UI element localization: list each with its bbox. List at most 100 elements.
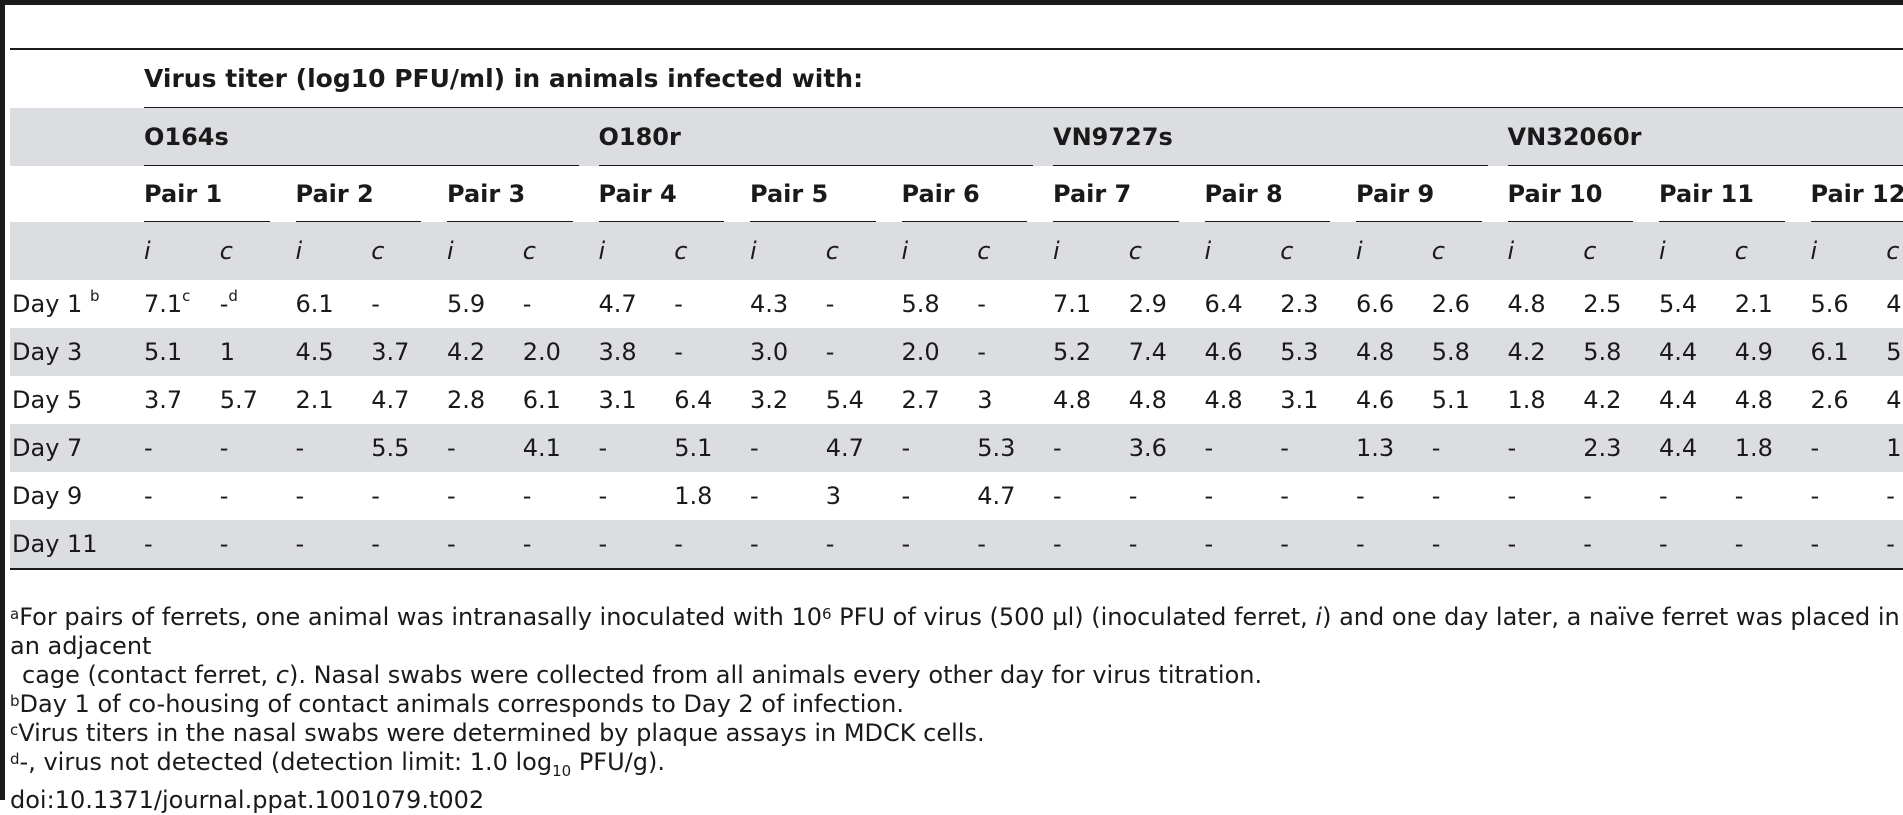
table-cell: - (1811, 424, 1887, 472)
table-cell: 2.5 (1583, 280, 1659, 328)
table-cell: 1.8 (674, 472, 750, 520)
table-cell: 3.7 (144, 376, 220, 424)
contact-header: c (1886, 222, 1903, 280)
table-cell: 5.1 (144, 328, 220, 376)
contact-header: c (1280, 222, 1356, 280)
pair-header: Pair 5 (750, 166, 902, 222)
row-label: Day 3 (10, 328, 144, 376)
table-cell: - (523, 280, 599, 328)
table-cell: 5.2 (1053, 328, 1129, 376)
strain-header: O164s (144, 108, 599, 167)
table-cell: 4.2 (1583, 376, 1659, 424)
footnote-d: d-, virus not detected (detection limit:… (10, 748, 1903, 786)
table-cell: - (1280, 424, 1356, 472)
table-cell: - (1129, 520, 1205, 569)
table-cell: - (1356, 520, 1432, 569)
table-row: Day 9-------1.8-3-4.7------------ (10, 472, 1903, 520)
row-label: Day 7 (10, 424, 144, 472)
table-cell: - (1735, 520, 1811, 569)
inoculated-header: i (1811, 222, 1887, 280)
row-label: Day 1 b (10, 280, 144, 328)
table-cell: - (1432, 520, 1508, 569)
table-cell: - (826, 280, 902, 328)
row-label: Day 5 (10, 376, 144, 424)
table-cell: - (523, 520, 599, 569)
table-cell: -d (220, 280, 296, 328)
table-cell: - (1205, 472, 1281, 520)
table-cell: - (144, 520, 220, 569)
pair-header: Pair 7 (1053, 166, 1205, 222)
inoculated-header: i (750, 222, 826, 280)
table-cell: 4.1 (1886, 376, 1903, 424)
footnote-b: bDay 1 of co-housing of contact animals … (10, 690, 1903, 719)
table-cell: 1.8 (1735, 424, 1811, 472)
pair-header: Pair 1 (144, 166, 296, 222)
table-cell: 4.2 (1508, 328, 1584, 376)
table-cell: - (371, 520, 447, 569)
table-cell: 2.3 (1280, 280, 1356, 328)
table-cell: 3.1 (599, 376, 675, 424)
table-cell: 6.1 (296, 280, 372, 328)
table-caption: Virus titer (log10 PFU/ml) in animals in… (144, 50, 1903, 108)
table-cell: - (750, 520, 826, 569)
table-cell: 4.4 (1659, 328, 1735, 376)
table-cell: - (674, 280, 750, 328)
table-cell: 2.7 (902, 376, 978, 424)
table-cell: 5.1 (1432, 376, 1508, 424)
table-cell: 2.6 (1811, 376, 1887, 424)
doi-link[interactable]: doi:10.1371/journal.ppat.1001079.t002 (10, 786, 1903, 815)
table-cell: 4.6 (1205, 328, 1281, 376)
table-cell: - (1280, 520, 1356, 569)
table-cell: - (1659, 472, 1735, 520)
table-cell: 6.1 (1811, 328, 1887, 376)
table-cell: 6.4 (674, 376, 750, 424)
table-cell: 4.8 (1053, 376, 1129, 424)
pair-header: Pair 8 (1205, 166, 1357, 222)
table-cell: - (902, 520, 978, 569)
table-cell: 7.1 (1053, 280, 1129, 328)
table-cell: - (447, 424, 523, 472)
left-border (0, 0, 5, 800)
table-cell: 3.8 (599, 328, 675, 376)
table-footnotes: aFor pairs of ferrets, one animal was in… (10, 603, 1903, 815)
table-cell: - (1735, 472, 1811, 520)
table-cell: 2.6 (1432, 280, 1508, 328)
table-cell: - (1205, 520, 1281, 569)
table-cell: - (144, 424, 220, 472)
table-cell: 5.3 (1280, 328, 1356, 376)
table-cell: 4.8 (1129, 376, 1205, 424)
table-cell: - (977, 328, 1053, 376)
table-cell: 6.6 (1356, 280, 1432, 328)
strain-header: VN9727s (1053, 108, 1508, 167)
table-row: Day 7---5.5-4.1-5.1-4.7-5.3-3.6--1.3--2.… (10, 424, 1903, 472)
inoculated-header: i (447, 222, 523, 280)
titer-table: Virus titer (log10 PFU/ml) in animals in… (10, 50, 1903, 570)
table-cell: - (447, 472, 523, 520)
table-cell: - (220, 472, 296, 520)
table-cell: - (523, 472, 599, 520)
table-cell: 4.7 (826, 424, 902, 472)
table-cell: - (296, 472, 372, 520)
table-cell: 2.0 (902, 328, 978, 376)
contact-header: c (674, 222, 750, 280)
contact-header: c (826, 222, 902, 280)
table-cell: - (1053, 520, 1129, 569)
table-cell: 4.4 (1659, 376, 1735, 424)
table-cell: 5.1 (674, 424, 750, 472)
table-cell: - (296, 424, 372, 472)
table-cell: 2.3 (1583, 424, 1659, 472)
table-cell: 2.1 (296, 376, 372, 424)
table-cell: 7.1c (144, 280, 220, 328)
top-border (0, 0, 1903, 5)
table-cell: 2.8 (447, 376, 523, 424)
pair-header: Pair 3 (447, 166, 599, 222)
table-cell: - (1205, 424, 1281, 472)
table-cell: 6.4 (1205, 280, 1281, 328)
table-cell: 1 (220, 328, 296, 376)
table-cell: - (447, 520, 523, 569)
table-cell: 4.5 (296, 328, 372, 376)
table-cell: 5.3 (977, 424, 1053, 472)
row-label: Day 9 (10, 472, 144, 520)
caption-row: Virus titer (log10 PFU/ml) in animals in… (10, 50, 1903, 108)
